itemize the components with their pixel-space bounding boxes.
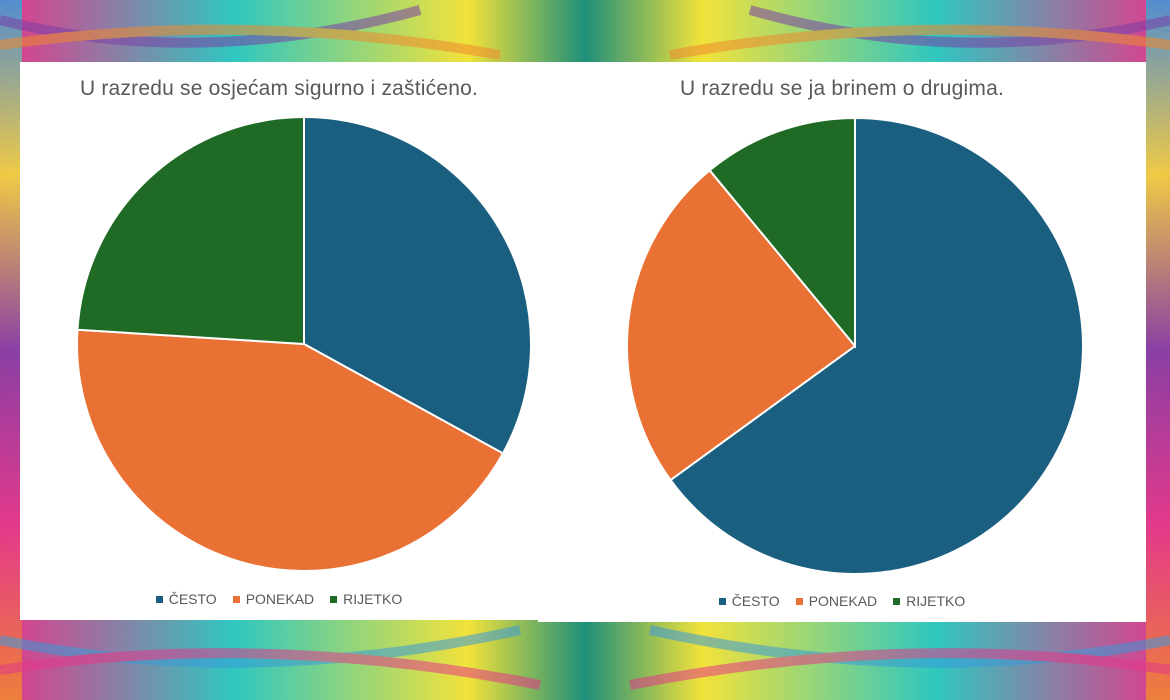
- legend-swatch: [893, 597, 901, 605]
- pie-slice-ponekad: [626, 168, 857, 482]
- legend-item: RIJETKO: [893, 593, 965, 609]
- chart-legend: ČESTO PONEKAD RIJETKO: [538, 593, 1146, 609]
- chart-legend: ČESTO PONEKAD RIJETKO: [20, 591, 538, 607]
- legend-item: PONEKAD: [795, 593, 878, 609]
- legend-item: RIJETKO: [330, 591, 402, 607]
- legend-swatch: [330, 595, 338, 603]
- legend-item: ČESTO: [718, 593, 780, 609]
- legend-label: RIJETKO: [906, 593, 966, 609]
- chart-title: U razredu se ja brinem o drugima.: [679, 77, 1005, 100]
- chart-panel-left: U razredu se osjećam sigurno i zaštićeno…: [20, 62, 538, 620]
- pie-slice-rijetko: [76, 115, 305, 346]
- legend-label: ČESTO: [168, 591, 217, 607]
- pie-chart-right: [626, 116, 1084, 575]
- chart-title: U razredu se osjećam sigurno i zaštićeno…: [79, 77, 479, 100]
- legend-label: RIJETKO: [343, 591, 403, 607]
- legend-swatch: [232, 595, 240, 603]
- pie-slice-često: [303, 115, 532, 455]
- legend-item: ČESTO: [155, 591, 217, 607]
- legend-label: PONEKAD: [245, 591, 315, 607]
- legend-swatch: [795, 597, 803, 605]
- pie-slice-ponekad: [76, 328, 505, 572]
- chart-panel-right: U razredu se ja brinem o drugima. ČESTO P…: [538, 62, 1146, 622]
- legend-swatch: [155, 595, 163, 603]
- pie-slice-rijetko: [708, 116, 856, 349]
- pie-chart-left: [76, 115, 532, 572]
- pie-slice-često: [669, 116, 1084, 575]
- legend-swatch: [718, 597, 726, 605]
- legend-item: PONEKAD: [232, 591, 315, 607]
- legend-label: ČESTO: [731, 593, 780, 609]
- legend-label: PONEKAD: [808, 593, 878, 609]
